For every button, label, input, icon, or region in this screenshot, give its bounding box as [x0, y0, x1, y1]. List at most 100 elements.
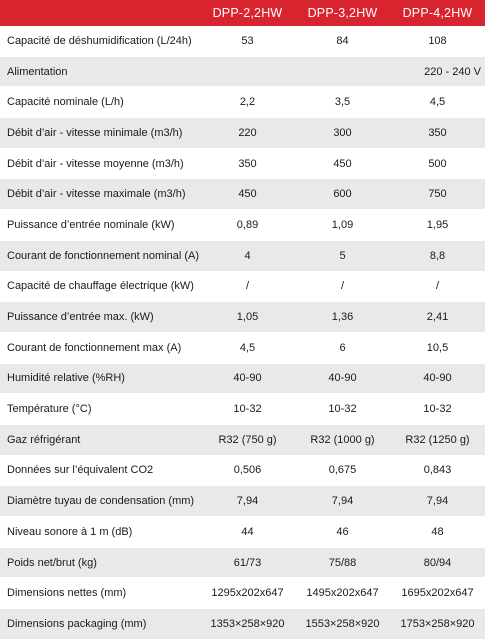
row-label: Puissance d’entrée max. (kW) [7, 311, 154, 324]
row-value-model-1: / [245, 280, 250, 293]
row-label: Dimensions packaging (mm) [7, 617, 147, 630]
row-value-model-2: 46 [336, 525, 349, 538]
row-value-model-1: 53 [241, 34, 254, 47]
row-value-model-1: 4 [244, 249, 251, 262]
row-value-model-3: 48 [431, 525, 444, 538]
row-value-model-2: 5 [339, 249, 346, 262]
row-label: Humidité relative (%RH) [7, 372, 125, 385]
table-row: Puissance d’entrée nominale (kW) 0,89 1,09… [0, 210, 485, 241]
row-value-model-1: 220 [238, 126, 257, 139]
table-row: Débit d’air - vitesse maximale (m3/h) 450… [0, 179, 485, 211]
table-row: Capacité de chauffage électrique (kW) / / / [0, 271, 485, 303]
row-value-model-2: 1,09 [331, 218, 354, 231]
row-value-model-3: 8,8 [429, 249, 446, 262]
header-model-2: DPP-3,2HW [307, 6, 378, 20]
row-value-model-3: 108 [428, 34, 447, 47]
row-label: Température (°C) [7, 403, 92, 416]
row-value-model-3: 750 [428, 188, 447, 201]
table-row: Humidité relative (%RH) 40-90 40-90 40-90 [0, 363, 485, 395]
table-row: Dimensions nettes (mm) 1295x202x647 1495x2… [0, 578, 485, 610]
row-value-model-2: 1,36 [331, 311, 354, 324]
row-value-model-3: 10-32 [423, 403, 452, 416]
row-value-model-2: 6 [339, 341, 346, 354]
row-label: Poids net/brut (kg) [7, 556, 97, 569]
table-row: Capacité de déshumidification (L/24h) 53 8… [0, 26, 485, 57]
header-model-3: DPP-4,2HW [402, 6, 473, 20]
row-value-model-1: 44 [241, 525, 254, 538]
row-value-model-3: 10,5 [426, 341, 449, 354]
row-value-model-2: 10-32 [328, 403, 357, 416]
row-value-model-1: 10-32 [233, 403, 262, 416]
row-value-model-1: 450 [238, 188, 257, 201]
row-value-model-3: 4,5 [429, 96, 446, 109]
row-value-model-3: 1753×258×920 [400, 617, 475, 630]
row-value-model-2: 450 [333, 157, 352, 170]
header-model-1: DPP-2,2HW [212, 6, 283, 20]
table-row: Débit d’air - vitesse moyenne (m3/h) 350 4… [0, 148, 485, 180]
row-value-model-3: R32 (1250 g) [405, 433, 470, 446]
row-label: Débit d’air - vitesse moyenne (m3/h) [7, 157, 184, 170]
row-value-model-1: R32 (750 g) [218, 433, 277, 446]
row-value-model-2: 84 [336, 34, 349, 47]
row-span-value: 220 - 240 V [424, 65, 481, 78]
row-value-model-3: 2,41 [426, 311, 449, 324]
row-label: Capacité de chauffage électrique (kW) [7, 280, 194, 293]
row-value-model-1: 1353×258×920 [210, 617, 285, 630]
row-value-model-1: 40-90 [233, 372, 262, 385]
row-value-model-1: 0,506 [233, 464, 262, 477]
row-label: Courant de fonctionnement max (A) [7, 341, 182, 354]
row-label: Données sur l’équivalent CO2 [7, 464, 154, 477]
row-value-model-1: 350 [238, 157, 257, 170]
table-row: Gaz réfrigérant R32 (750 g) R32 (1000 g) R3… [0, 424, 485, 456]
row-value-model-2: 3,5 [334, 96, 351, 109]
row-value-model-3: / [435, 280, 440, 293]
row-value-model-3: 500 [428, 157, 447, 170]
row-value-model-2: 0,675 [328, 464, 357, 477]
row-value-model-3: 350 [428, 126, 447, 139]
table-row: Température (°C) 10-32 10-32 10-32 [0, 394, 485, 425]
row-value-model-3: 1,95 [426, 218, 449, 231]
row-label: Gaz réfrigérant [7, 433, 81, 446]
row-value-model-3: 40-90 [423, 372, 452, 385]
row-label: Alimentation [7, 65, 68, 78]
row-value-model-1: 0,89 [236, 218, 259, 231]
row-value-model-1: 1,05 [236, 311, 259, 324]
row-label: Puissance d’entrée nominale (kW) [7, 218, 175, 231]
row-value-model-2: 40-90 [328, 372, 357, 385]
row-label: Capacité de déshumidification (L/24h) [7, 34, 192, 47]
row-label: Niveau sonore à 1 m (dB) [7, 525, 133, 538]
row-value-model-2: 75/88 [328, 556, 357, 569]
row-value-model-3: 80/94 [423, 556, 452, 569]
row-label: Débit d’air - vitesse minimale (m3/h) [7, 126, 183, 139]
row-value-model-2: 600 [333, 188, 352, 201]
table-row: Diamètre tuyau de condensation (mm) 7,94 7… [0, 486, 485, 517]
table-row: Dimensions packaging (mm) 1353×258×920 155… [0, 609, 485, 640]
table-row: Débit d’air - vitesse minimale (m3/h) 220… [0, 118, 485, 149]
table-body: Capacité de déshumidification (L/24h) 53 8… [0, 26, 485, 640]
table-row: Capacité nominale (L/h) 2,2 3,5 4,5 [0, 87, 485, 119]
row-value-model-3: 1695x202x647 [401, 587, 474, 600]
row-value-model-2: / [340, 280, 345, 293]
row-value-model-2: 1495x202x647 [306, 587, 379, 600]
table-row: Alimentation 220 - 240 V [0, 56, 485, 88]
row-value-model-1: 4,5 [239, 341, 256, 354]
row-label: Débit d’air - vitesse maximale (m3/h) [7, 188, 186, 201]
row-value-model-2: 7,94 [331, 495, 354, 508]
table-row: Courant de fonctionnement nominal (A) 4 5 8… [0, 240, 485, 272]
row-label: Diamètre tuyau de condensation (mm) [7, 495, 195, 508]
table-header: DPP-2,2HW DPP-3,2HW DPP-4,2HW [0, 0, 485, 26]
row-value-model-3: 7,94 [426, 495, 449, 508]
row-label: Capacité nominale (L/h) [7, 96, 124, 109]
table-row: Données sur l’équivalent CO2 0,506 0,675 0,… [0, 455, 485, 487]
table-row: Niveau sonore à 1 m (dB) 44 46 48 [0, 517, 485, 548]
table-row: Poids net/brut (kg) 61/73 75/88 80/94 [0, 547, 485, 579]
row-value-model-1: 2,2 [239, 96, 256, 109]
row-value-model-1: 7,94 [236, 495, 259, 508]
table-row: Puissance d’entrée max. (kW) 1,05 1,36 2,41 [0, 302, 485, 333]
row-label: Dimensions nettes (mm) [7, 587, 127, 600]
row-value-model-1: 1295x202x647 [211, 587, 284, 600]
row-value-model-2: 1553×258×920 [305, 617, 380, 630]
table-row: Courant de fonctionnement max (A) 4,5 6 10,… [0, 332, 485, 364]
row-value-model-1: 61/73 [233, 556, 262, 569]
